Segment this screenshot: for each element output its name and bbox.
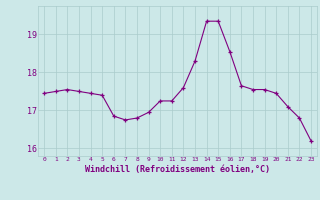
X-axis label: Windchill (Refroidissement éolien,°C): Windchill (Refroidissement éolien,°C)	[85, 165, 270, 174]
